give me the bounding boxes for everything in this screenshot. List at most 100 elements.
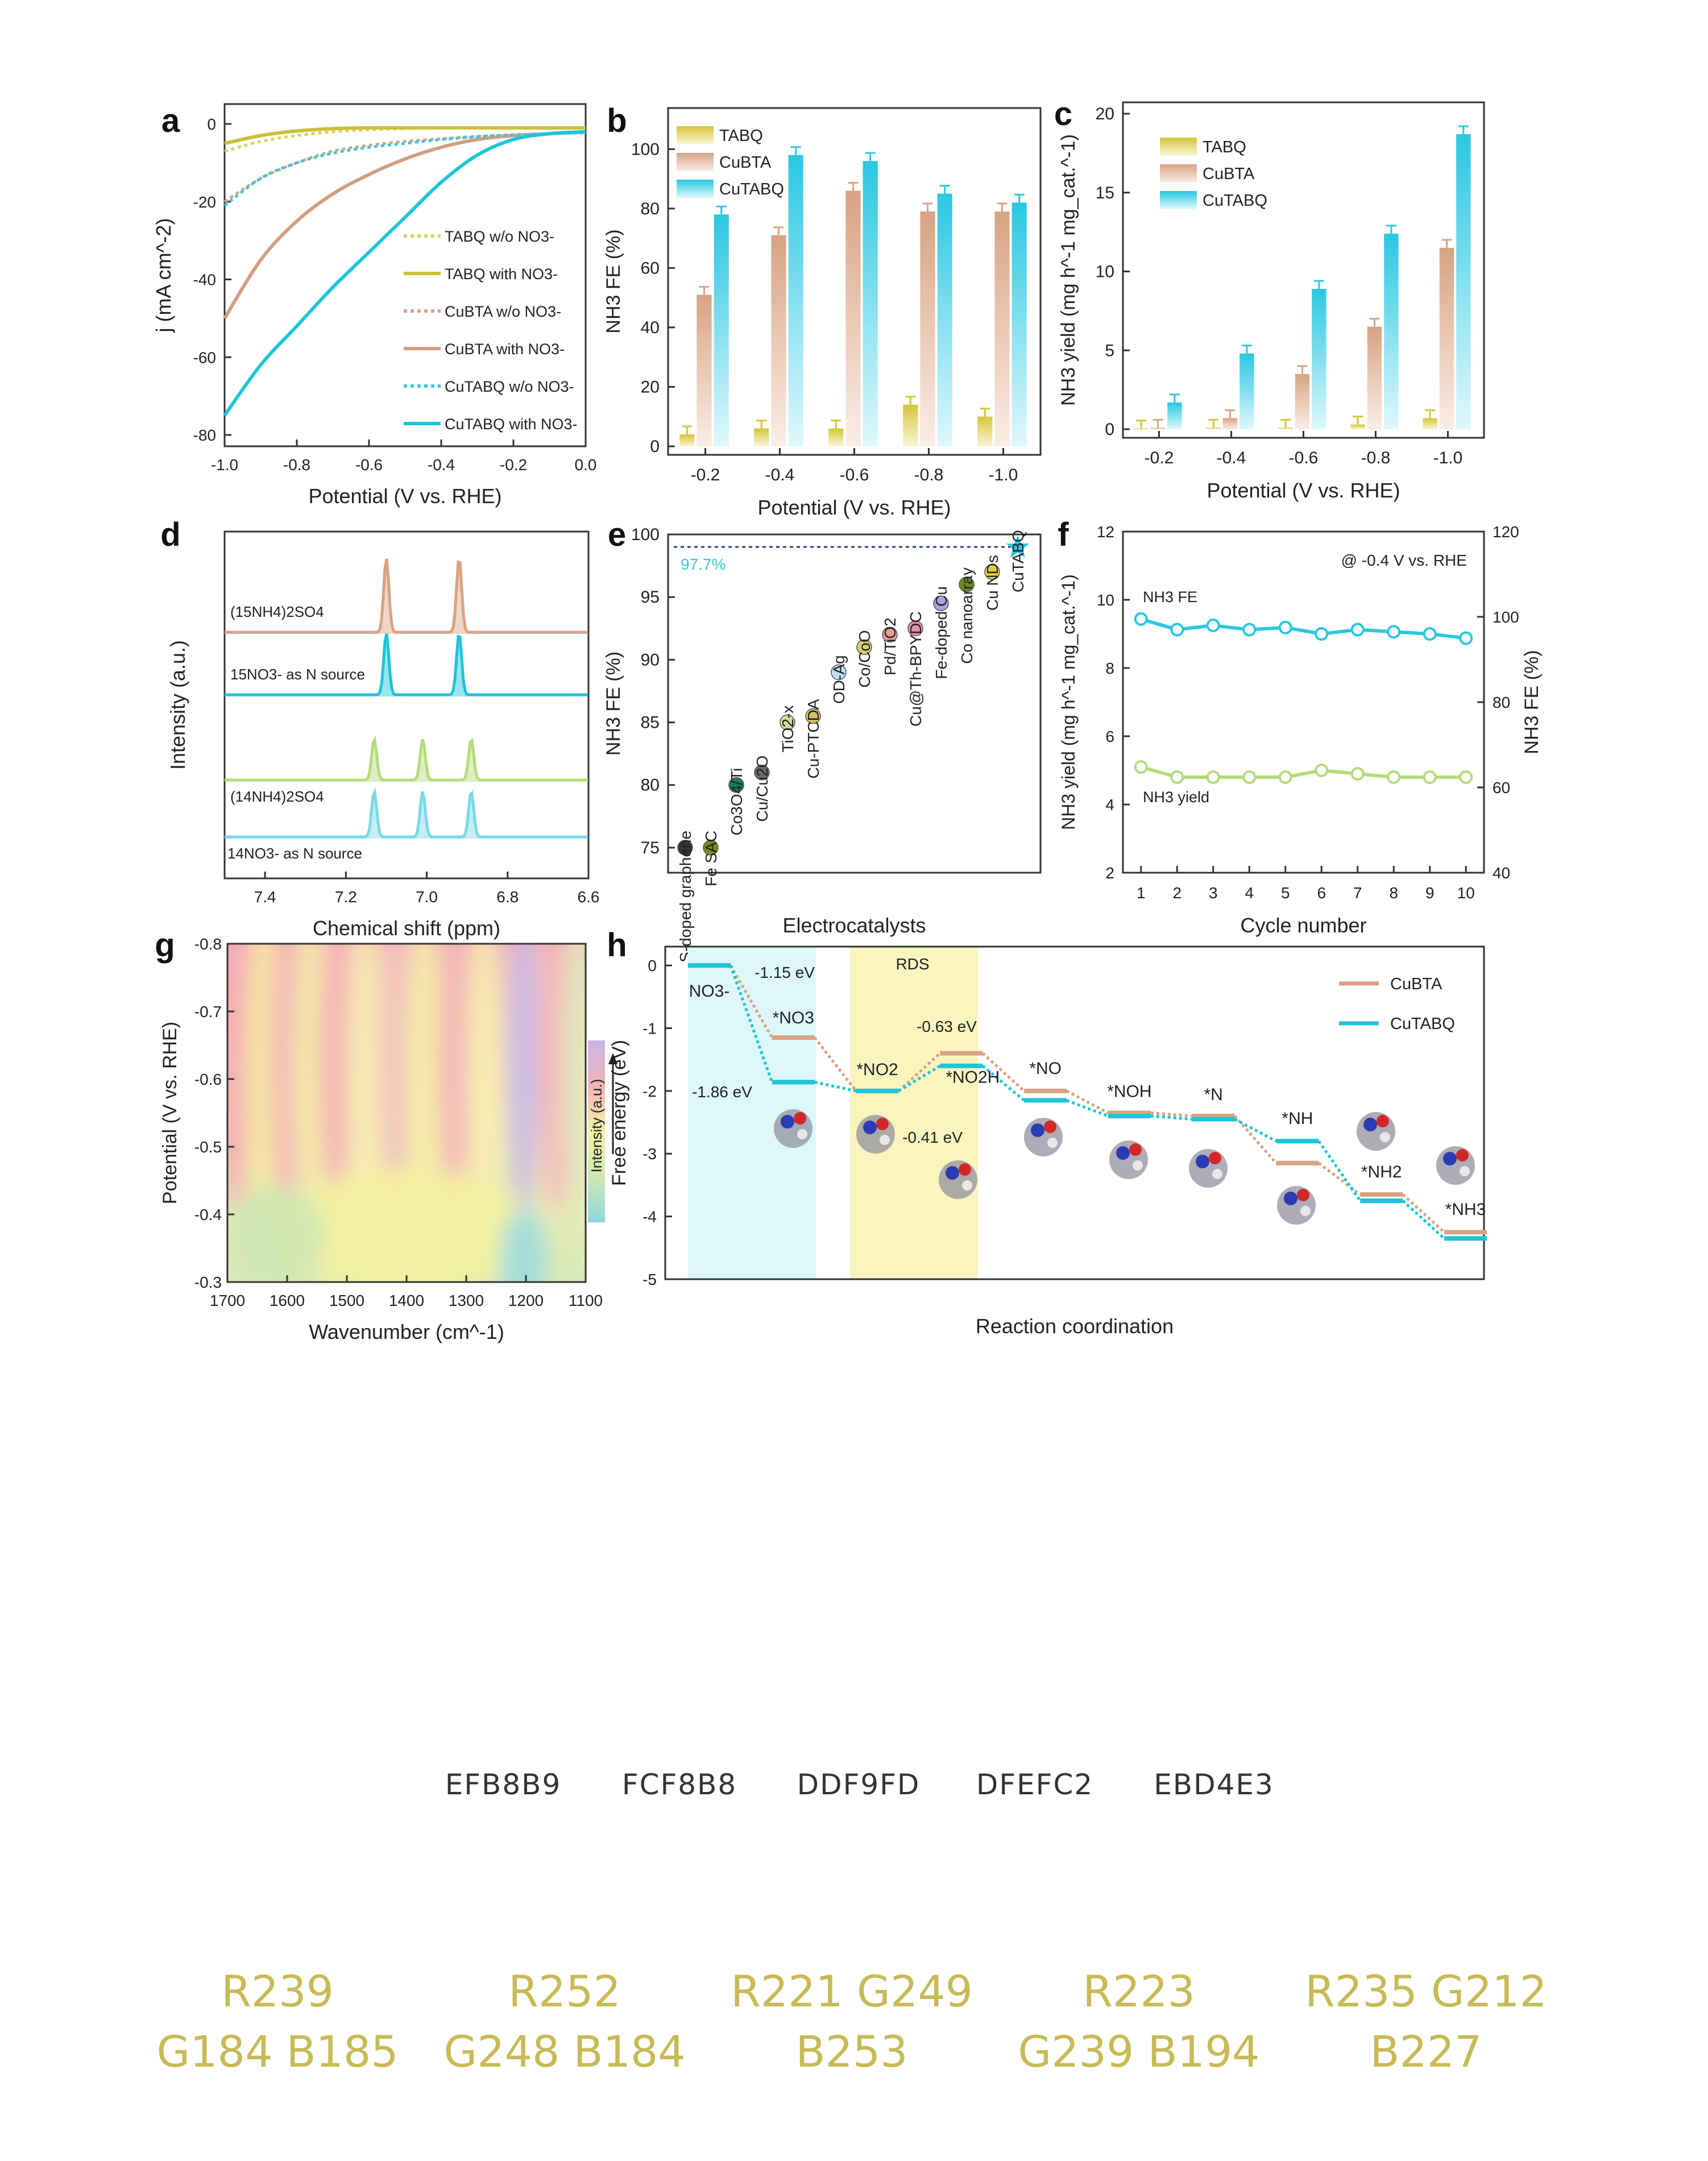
legend-entry: CuBTA — [1390, 975, 1442, 993]
energy-annotation: -1.15 eV — [754, 964, 815, 981]
point-label: CuTABQ — [1009, 530, 1027, 592]
bar — [1350, 424, 1365, 429]
swatch-hex-label: FCF8B8 — [621, 1768, 737, 1801]
step-label: *NH — [1282, 1109, 1313, 1128]
y-tick-label: 6 — [1105, 728, 1114, 745]
spectrum-line — [225, 735, 588, 782]
x-tick-label: -0.2 — [691, 466, 720, 484]
rds-region — [850, 947, 978, 1279]
colorbar-arrow-head — [608, 1053, 617, 1064]
x-tick-label: -1.0 — [211, 456, 238, 474]
y-tick-label: 90 — [641, 650, 660, 669]
y-tick-label: -0.8 — [194, 935, 222, 953]
molecule-atom — [946, 1166, 959, 1180]
energy-connector — [1234, 1118, 1277, 1143]
x-axis-label: Potential (V vs. RHE) — [757, 496, 951, 519]
y-axis-label: NH3 FE (%) — [603, 652, 624, 756]
series-line — [1140, 617, 1466, 640]
x-tick-label: 6.6 — [578, 888, 600, 906]
swatch-rgb-label: R223 G239 B194 — [1008, 1961, 1270, 2082]
x-tick-label: 10 — [1457, 884, 1475, 902]
scatter-star — [1006, 536, 1029, 558]
point-label: Cu/Cu2O — [753, 756, 771, 822]
swatch-rgb-label: R221 G249 B253 — [721, 1961, 982, 2082]
series-marker — [1170, 623, 1184, 637]
energy-connector — [814, 1080, 857, 1093]
spectrum-fill — [225, 739, 588, 782]
scatter-point — [728, 777, 744, 793]
y-tick-label: -5 — [642, 1271, 657, 1288]
legend-entry: CuBTA — [719, 154, 772, 172]
plot-frame — [1122, 530, 1485, 874]
step-label: NO3- — [689, 982, 730, 1001]
heatmap-band — [467, 944, 501, 1211]
energy-connector — [897, 1052, 942, 1092]
point-label: Pd/TiO2 — [881, 617, 899, 675]
scatter-point — [907, 620, 923, 637]
heatmap-band — [562, 944, 586, 1211]
heatmap-blobs — [227, 944, 586, 1282]
spectrum-label: 14NO3- as N source — [227, 845, 362, 862]
series-marker — [1242, 770, 1257, 784]
x-tick-label: -0.8 — [283, 456, 310, 474]
scatter-point — [831, 664, 847, 681]
swatch-rgb-label: R239 G184 B185 — [147, 1961, 408, 2082]
point-label: Cu-PTCDA — [805, 699, 822, 778]
step-label: *NH2 — [1361, 1163, 1402, 1181]
scatter-point — [856, 639, 872, 656]
x-axis-label: Potential (V vs. RHE) — [1207, 479, 1400, 502]
y-tick-label-right: 100 — [1493, 608, 1519, 626]
x-tick-label: 1200 — [508, 1292, 544, 1309]
series-line — [224, 126, 586, 153]
scatter-point — [677, 840, 693, 856]
point-label: Fe-doped Cu — [932, 586, 950, 679]
energy-connector — [729, 964, 773, 1039]
point-label: Co/CoO — [856, 630, 873, 687]
rgb-line: R223 — [1083, 1966, 1195, 2017]
y-tick-label: 2 — [1105, 864, 1114, 882]
molecule-glyph — [1277, 1186, 1316, 1225]
molecule-atom — [1031, 1123, 1044, 1137]
y-axis-label: j (mA cm^-2) — [152, 218, 175, 333]
colorbar — [588, 1040, 605, 1222]
scatter-point — [959, 576, 975, 592]
molecule-atom — [1116, 1146, 1130, 1160]
panel-letter-c: c — [1054, 96, 1072, 132]
y-tick-label: 0 — [1105, 420, 1114, 439]
x-tick-label: 1400 — [389, 1292, 424, 1309]
heatmap-band — [505, 944, 540, 1211]
bar — [1367, 326, 1382, 429]
molecule-atom — [1460, 1166, 1470, 1176]
molecule-atom — [1297, 1189, 1309, 1201]
energy-connector — [1066, 1089, 1109, 1114]
spectrum-label: (14NH4)2SO4 — [230, 788, 324, 805]
y-axis-label: Free energy (eV) — [608, 1040, 630, 1186]
molecule-atom — [774, 1109, 812, 1148]
heatmap-area — [227, 944, 586, 1282]
scatter-point — [984, 564, 1000, 580]
y-tick-label: -40 — [193, 271, 216, 289]
y-tick-label: 75 — [641, 839, 660, 857]
y-tick-label: -60 — [193, 349, 216, 366]
heatmap-band — [378, 944, 412, 1211]
point-label: S-doped graphene — [677, 831, 694, 963]
series-marker — [1387, 625, 1401, 639]
scatter-point — [933, 595, 949, 611]
legend-swatch — [677, 126, 714, 144]
colorbar-label: Intensity (a.u.) — [588, 1079, 605, 1173]
y-tick-label: 80 — [641, 776, 660, 795]
bar — [994, 211, 1010, 446]
heatmap-band — [347, 944, 382, 1211]
y-tick-label: -3 — [642, 1145, 657, 1163]
x-tick-label: -0.6 — [840, 466, 869, 484]
molecule-glyph — [939, 1160, 977, 1199]
energy-connector — [1066, 1099, 1109, 1118]
x-tick-label: 6.8 — [496, 888, 519, 906]
legend-entry: CuTABQ — [1203, 192, 1267, 210]
x-tick-label: 1600 — [270, 1292, 305, 1309]
molecule-atom — [856, 1115, 895, 1154]
molecule-atom — [1456, 1149, 1469, 1162]
panel-letter-d: d — [160, 516, 180, 553]
legend-swatch — [1160, 191, 1197, 209]
